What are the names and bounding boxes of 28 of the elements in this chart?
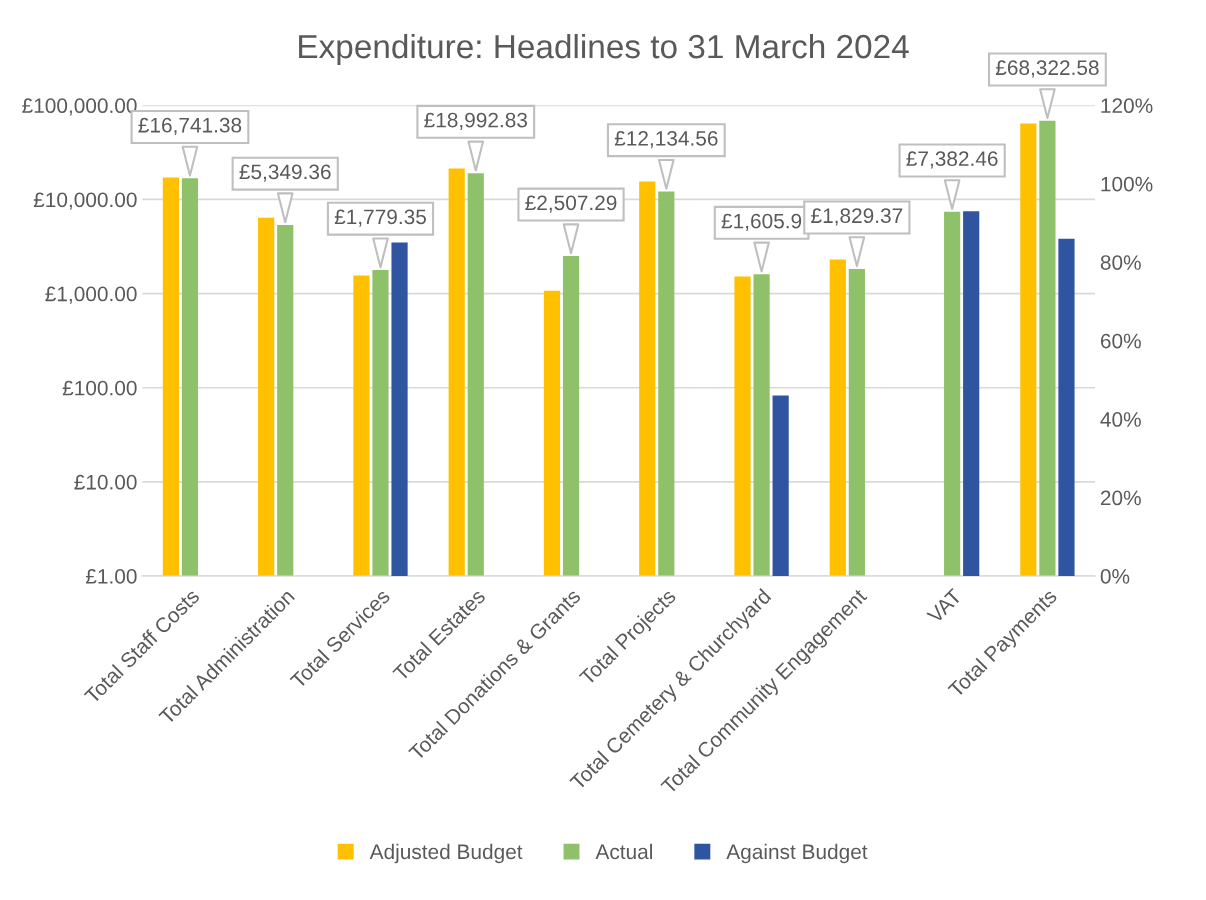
data-label: £68,322.58 [995,60,1099,78]
x-tick-label: VAT [926,587,963,625]
chart-title: Expenditure: Headlines to 31 March 2024 [299,33,909,66]
y-tick-label: £100,000.00 [22,98,137,116]
data-label: £18,992.83 [424,112,527,130]
data-label: £1,605.9 [721,213,802,231]
y2-tick-label: 120% [1101,98,1153,114]
data-label: £1,779.35 [334,209,426,227]
data-label: £2,507.29 [525,195,617,213]
legend-label: Adjusted Budget [369,843,523,864]
y2-tick-label: 80% [1100,255,1141,270]
y-tick-label: £10,000.00 [33,192,137,210]
y-tick-label: £1,000.00 [45,286,137,304]
y2-tick-label: 60% [1100,333,1141,349]
data-label: £16,741.38 [138,117,242,136]
legend-label: Actual [595,843,652,860]
data-label: £5,349.36 [239,164,331,182]
y2-tick-label: 100% [1101,176,1153,192]
y-tick-label: £10.00 [74,474,137,490]
legend-label: Against Budget [726,843,868,864]
data-label: £1,829.37 [811,208,903,226]
y2-tick-label: 20% [1100,490,1141,506]
data-label: £7,382.46 [906,151,998,169]
y-tick-label: £1.00 [85,569,137,584]
data-label: £12,134.56 [614,130,718,149]
y2-tick-label: 40% [1100,412,1141,427]
y2-tick-label: 0% [1100,569,1130,584]
y-tick-label: £100.00 [62,380,137,396]
